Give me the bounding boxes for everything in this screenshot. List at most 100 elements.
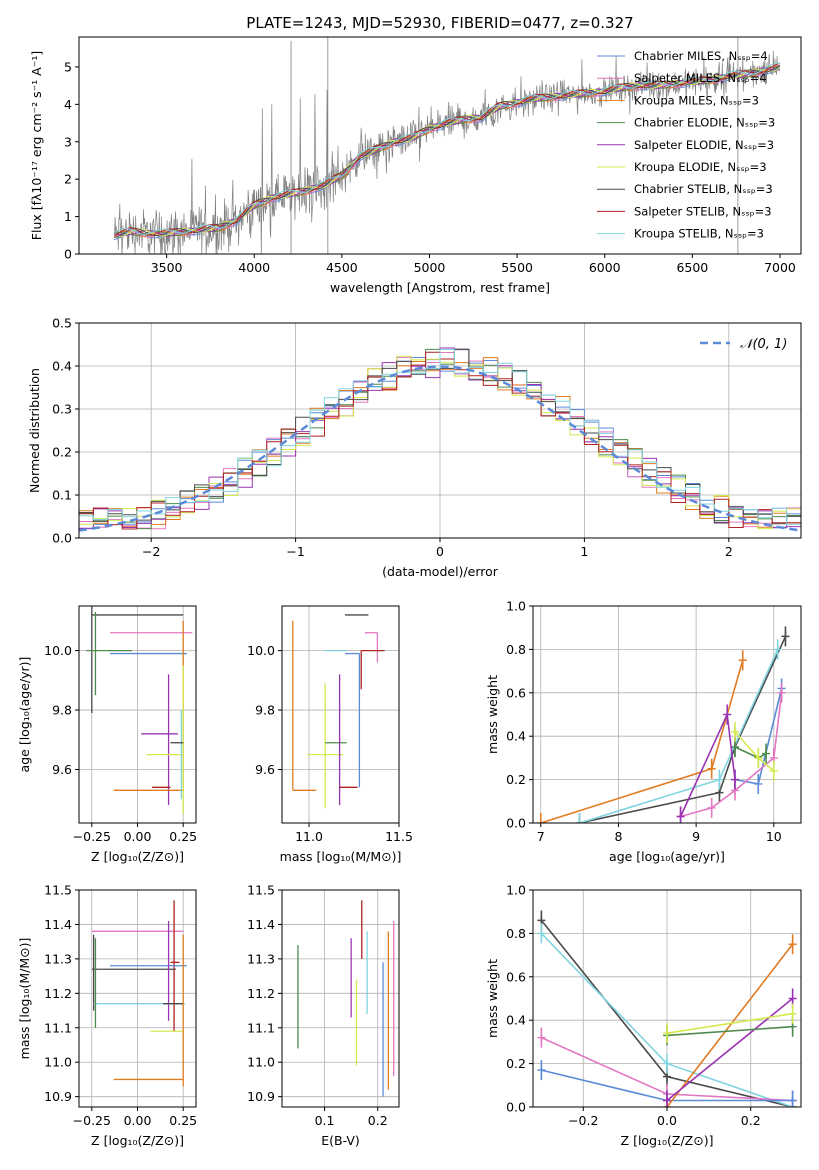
axes-frame — [78, 36, 802, 255]
y-tick-label: 11.3 — [44, 951, 72, 966]
y-tick-label: 1.0 — [506, 883, 526, 898]
y-tick-label: 3 — [64, 134, 72, 149]
data-point — [345, 652, 361, 788]
chart-mass_vs_ebv: 0.1 0.2 10.9 11.0 11.1 11.2 11.3 11.4 11.5 E(B-V) — [247, 883, 400, 1148]
y-tick-label: 11.5 — [44, 883, 72, 898]
y-tick-label: 1.0 — [506, 599, 526, 614]
plot-area — [113, 37, 781, 254]
y-tick-label: 0.0 — [52, 531, 72, 546]
data-point — [292, 620, 317, 791]
data-point — [113, 934, 184, 1087]
histogram-kroupa-stelib — [79, 348, 801, 525]
series-line — [666, 943, 794, 1107]
legend-label: Chabrier MILES, Nₛₛₚ=4 — [634, 49, 768, 63]
x-tick-label: −0.25 — [73, 829, 111, 844]
x-tick-label: −2 — [142, 544, 160, 559]
x-tick-label: 0.1 — [315, 1113, 335, 1128]
y-tick-label: 0.6 — [506, 969, 526, 984]
x-tick-label: 0.00 — [124, 1113, 152, 1128]
y-tick-label: 11.4 — [247, 917, 275, 932]
y-tick-label: 1 — [64, 209, 72, 224]
y-tick-label: 10.0 — [44, 643, 72, 658]
y-tick-label: 11.5 — [247, 883, 275, 898]
x-tick-label: −0.25 — [73, 1113, 111, 1128]
x-tick-label: 6500 — [676, 260, 708, 275]
series-kroupa-elodie — [663, 1003, 797, 1044]
x-tick-label: 9 — [692, 829, 700, 844]
x-tick-label: 7 — [537, 829, 545, 844]
x-axis-label: age [log₁₀(age/yr)] — [609, 849, 725, 864]
chart-mass_vs_Z: −0.25 0.00 0.25 10.9 11.0 11.1 11.2 11.3 11.4 11.… — [17, 883, 197, 1149]
x-tick-label: −1 — [286, 544, 304, 559]
series-kroupa-miles — [663, 934, 797, 1107]
chart-spectrum: 3500 4000 4500 5000 5500 6000 6500 7000 0 1 2 3 4 5 wa… — [29, 36, 802, 295]
model-line-chabrier-stelib — [113, 64, 781, 238]
plot-area — [536, 626, 790, 823]
plot-area — [86, 606, 193, 815]
y-tick-label: 0 — [64, 247, 72, 262]
y-tick-label: 9.8 — [52, 703, 72, 718]
y-tick-label: 10.9 — [44, 1089, 72, 1104]
x-tick-label: 6000 — [589, 260, 621, 275]
x-tick-label: 8 — [614, 829, 622, 844]
x-tick-label: 0 — [436, 544, 444, 559]
chart-mass_weight_vs_age: 7 8 9 10 0.0 0.2 0.4 0.6 0.8 1.0 age [log₁₀(age/yr… — [485, 599, 802, 864]
y-tick-label: 11.1 — [44, 1020, 72, 1035]
x-axis-label: E(B-V) — [321, 1133, 360, 1148]
plot-area — [91, 900, 187, 1087]
data-point — [91, 934, 176, 1011]
legend-label: Salpeter STELIB, Nₛₛₚ=3 — [634, 204, 772, 218]
legend-label: Salpeter ELODIE, Nₛₛₚ=3 — [634, 138, 774, 152]
normal-distribution-curve — [79, 365, 801, 532]
axes-frame — [532, 605, 802, 824]
series-line — [679, 711, 736, 817]
y-tick-label: 0.4 — [506, 1013, 526, 1028]
x-tick-label: 0.00 — [124, 829, 152, 844]
y-tick-label: 5 — [64, 59, 72, 74]
y-tick-label: 11.3 — [247, 951, 275, 966]
y-tick-label: 0.5 — [52, 316, 72, 331]
x-axis-label: mass [log₁₀(M/M⊙)] — [280, 849, 402, 864]
x-tick-label: 2 — [725, 544, 733, 559]
x-tick-label: 4500 — [326, 260, 358, 275]
y-tick-label: 9.6 — [255, 762, 275, 777]
series-line — [666, 1012, 793, 1034]
data-point — [113, 620, 184, 791]
y-tick-label: 0.8 — [506, 642, 526, 657]
x-tick-label: −0.2 — [568, 1113, 598, 1128]
x-axis-label: Z [log₁₀(Z/Z⊙)] — [621, 1133, 714, 1148]
series-line — [666, 1025, 793, 1037]
chart-age_vs_Z: −0.25 0.00 0.25 9.6 9.8 10.0 Z [log₁₀(Z/Z⊙)] ag… — [17, 605, 197, 864]
y-axis-label: mass weight — [485, 959, 500, 1038]
plot-area — [292, 614, 385, 809]
y-axis-label: age [log₁₀(age/yr)] — [17, 657, 32, 773]
plot-area — [79, 347, 801, 532]
data-point — [307, 683, 344, 809]
model-line-kroupa-stelib — [113, 62, 781, 235]
y-tick-label: 0.8 — [506, 926, 526, 941]
chart-residuals: −2 −1 0 1 2 0.0 0.1 0.2 0.3 0.4 0.5 (data-model)/er… — [27, 316, 802, 579]
series-kroupa-elodie — [730, 721, 778, 781]
panels: 3500 4000 4500 5000 5500 6000 6500 7000 0 1 2 3 4 5 wa… — [17, 36, 802, 1149]
x-tick-label: 0.2 — [741, 1113, 761, 1128]
data-point — [146, 665, 184, 815]
x-tick-label: 5000 — [414, 260, 446, 275]
axes-frame — [281, 605, 400, 824]
y-tick-label: 4 — [64, 97, 72, 112]
y-tick-label: 10.0 — [247, 643, 275, 658]
x-tick-label: 5500 — [501, 260, 533, 275]
series-line — [734, 731, 775, 772]
x-tick-label: 11.5 — [385, 829, 413, 844]
y-tick-label: 10.9 — [247, 1089, 275, 1104]
y-tick-label: 11.0 — [44, 1055, 72, 1070]
y-tick-label: 0.1 — [52, 488, 72, 503]
axes-frame — [281, 889, 400, 1108]
data-point — [360, 649, 385, 690]
y-tick-label: 11.2 — [247, 986, 275, 1001]
legend-label: Salpeter MILES, Nₛₛₚ=4 — [634, 71, 767, 85]
plot-area — [537, 910, 797, 1107]
y-tick-label: 11.4 — [44, 917, 72, 932]
y-tick-label: 0.2 — [506, 1056, 526, 1071]
x-axis-label: Z [log₁₀(Z/Z⊙)] — [91, 849, 184, 864]
x-tick-label: 4000 — [238, 260, 270, 275]
